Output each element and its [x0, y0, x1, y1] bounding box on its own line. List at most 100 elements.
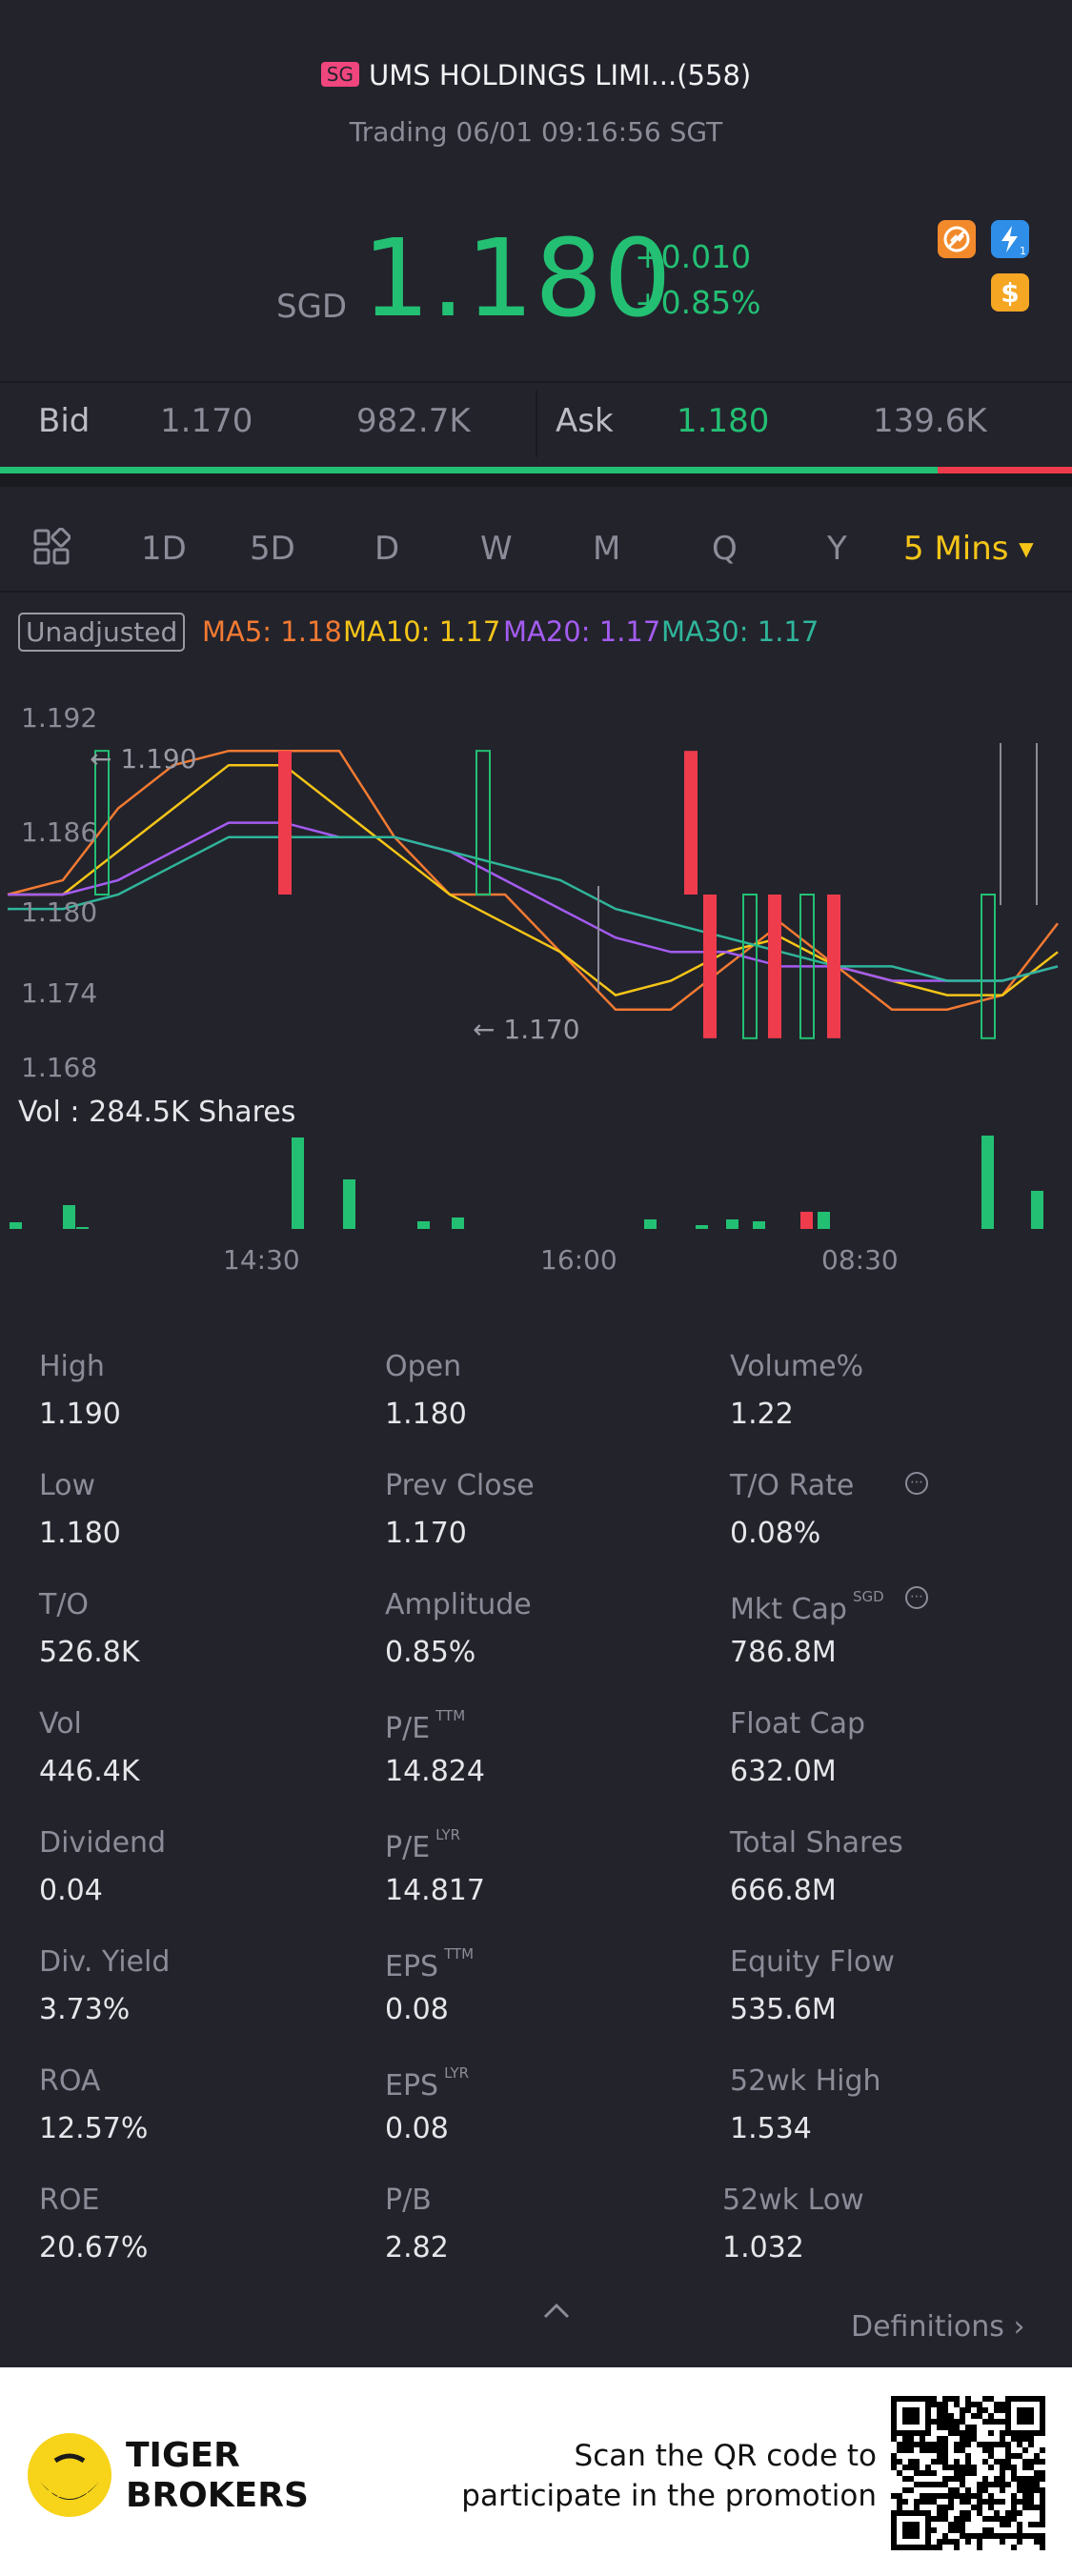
price-chart[interactable]	[0, 695, 1072, 1077]
stat-value: 526.8K	[39, 1636, 140, 1669]
flash-icon[interactable]: 1	[991, 220, 1029, 258]
x-tick: 08:30	[821, 1244, 899, 1276]
change-percent: +0.85%	[635, 284, 761, 321]
stat-label: P/B	[385, 2184, 432, 2217]
x-tick: 14:30	[223, 1244, 300, 1276]
ask-price: 1.180	[677, 402, 770, 440]
tab-1d[interactable]: 1D	[141, 530, 187, 568]
stat-label: Equity Flow	[730, 1945, 895, 1979]
tab-d[interactable]: D	[374, 530, 400, 568]
volume-bar	[452, 1218, 464, 1229]
tab-q[interactable]: Q	[712, 530, 738, 568]
stat-value: 446.4K	[39, 1755, 140, 1788]
bid-price: 1.170	[160, 402, 253, 440]
volume-bar	[343, 1179, 355, 1229]
stat-value: 3.73%	[39, 1993, 131, 2026]
promo-line1: Scan the QR code to	[574, 2439, 877, 2473]
info-icon[interactable]: ⋯	[905, 1472, 928, 1495]
volume-bar	[417, 1221, 430, 1229]
stat-label: ROE	[39, 2184, 100, 2217]
y-tick: 1.168	[21, 1052, 98, 1083]
info-icon[interactable]: ⋯	[905, 1586, 928, 1609]
currency-label: SGD	[276, 288, 348, 326]
candle	[684, 751, 698, 895]
stat-superscript: SGD	[852, 1588, 884, 1605]
stat-label: Div. Yield	[39, 1945, 171, 1979]
stat-label: P/E TTM	[385, 1707, 466, 1745]
ma30-legend: MA30: 1.17	[661, 615, 819, 648]
divider	[0, 591, 1072, 593]
candle	[827, 895, 840, 1038]
brand-line2: BROKERS	[126, 2476, 309, 2515]
stat-value: 0.08	[385, 2112, 449, 2145]
promo-line2: participate in the promotion	[461, 2479, 877, 2513]
low-marker: ← 1.170	[473, 1014, 580, 1045]
trading-status: Trading 06/01 09:16:56 SGT	[349, 116, 723, 148]
stat-label: EPS TTM	[385, 1945, 475, 1983]
stat-value: 0.85%	[385, 1636, 476, 1669]
volume-bar	[753, 1221, 765, 1229]
volume-bar	[1031, 1191, 1043, 1229]
tab-y[interactable]: Y	[827, 530, 847, 568]
definitions-link[interactable]: Definitions ›	[851, 2310, 1024, 2344]
stat-value: 1.180	[39, 1517, 121, 1550]
ma5-line	[7, 749, 1059, 1011]
stat-value: 0.08%	[730, 1517, 821, 1550]
caret-down-icon: ▼	[1019, 537, 1034, 560]
volume-chart[interactable]	[0, 1134, 1072, 1233]
candle	[475, 750, 491, 896]
chevron-up-icon[interactable]	[539, 2298, 574, 2326]
tab-w[interactable]: W	[480, 530, 513, 568]
stat-value: 2.82	[385, 2231, 449, 2264]
y-tick: 1.174	[21, 977, 98, 1009]
stat-value: 1.032	[722, 2231, 804, 2264]
candle	[278, 751, 292, 895]
volume-bar	[800, 1212, 813, 1229]
ma20-line	[8, 821, 1059, 982]
ma30-line	[8, 835, 1059, 982]
stat-label: Vol	[39, 1707, 82, 1741]
stat-value: 20.67%	[39, 2231, 149, 2264]
volume-bar	[644, 1219, 657, 1229]
ask-ratio-bar	[938, 467, 1072, 473]
bid-size: 982.7K	[356, 402, 471, 440]
stat-label: 52wk Low	[722, 2184, 864, 2217]
ask-size: 139.6K	[873, 402, 987, 440]
stat-label: Low	[39, 1469, 96, 1502]
tab-5d[interactable]: 5D	[250, 530, 295, 568]
stat-value: 1.180	[385, 1398, 467, 1431]
high-marker-value: 1.190	[120, 743, 197, 775]
bid-label: Bid	[38, 402, 91, 440]
ma20-legend: MA20: 1.17	[503, 615, 661, 648]
stat-label: Prev Close	[385, 1469, 535, 1502]
volume-bar	[292, 1137, 304, 1229]
stat-label: ROA	[39, 2064, 101, 2098]
stat-label: EPS LYR	[385, 2064, 470, 2103]
interval-label: 5 Mins	[903, 530, 1009, 568]
stat-value: 0.04	[39, 1874, 103, 1907]
stat-label: Open	[385, 1350, 462, 1383]
stat-value: 1.170	[385, 1517, 467, 1550]
tab-m[interactable]: M	[593, 530, 621, 568]
ask-label: Ask	[556, 402, 614, 440]
y-tick: 1.180	[21, 896, 98, 928]
interval-dropdown[interactable]: 5 Mins ▼	[903, 530, 1034, 568]
stat-value: 12.57%	[39, 2112, 149, 2145]
stat-value: 14.824	[385, 1755, 485, 1788]
svg-text:1: 1	[1020, 245, 1026, 257]
stat-label: T/O Rate	[730, 1469, 855, 1502]
unadjusted-toggle[interactable]: Unadjusted	[18, 613, 186, 652]
dollar-icon[interactable]: $	[991, 273, 1029, 312]
volume-label: Vol : 284.5K Shares	[18, 1096, 296, 1129]
stat-superscript: LYR	[444, 2064, 470, 2082]
grid-icon[interactable]	[32, 527, 71, 570]
stat-superscript: LYR	[435, 1826, 461, 1843]
ma5-legend: MA5: 1.18	[202, 615, 342, 648]
no-short-icon[interactable]	[938, 220, 976, 258]
stat-label: P/E LYR	[385, 1826, 461, 1864]
candle	[981, 894, 996, 1039]
qr-code[interactable]	[891, 2396, 1045, 2550]
chevron-right-icon: ›	[1013, 2310, 1025, 2344]
stat-value: 535.6M	[730, 1993, 837, 2026]
last-price: 1.180	[362, 217, 673, 341]
